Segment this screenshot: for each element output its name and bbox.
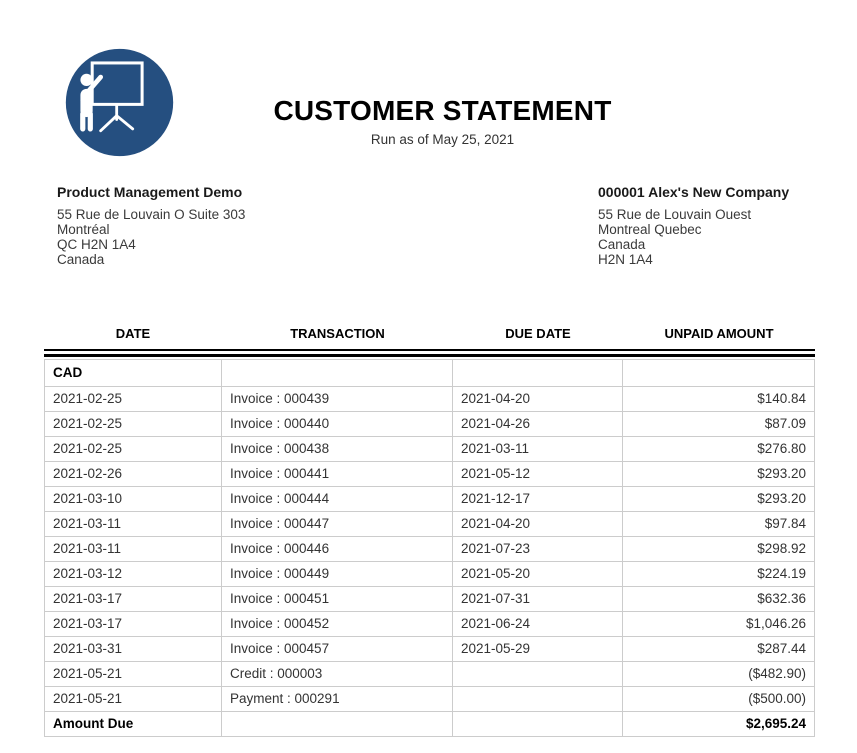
cell-due-date: 2021-03-11: [453, 437, 623, 462]
cell-unpaid-amount: $276.80: [623, 437, 815, 462]
sender-address-block: Product Management Demo 55 Rue de Louvai…: [57, 184, 357, 267]
column-header-due-date: DUE DATE: [453, 322, 623, 357]
cell-due-date: 2021-06-24: [453, 612, 623, 637]
table-row: 2021-02-25 Invoice : 000438 2021-03-11 $…: [44, 437, 815, 462]
cell-unpaid-amount: $298.92: [623, 537, 815, 562]
cell-date: 2021-05-21: [44, 662, 222, 687]
sender-address-line: QC H2N 1A4: [57, 237, 136, 252]
cell-transaction: Invoice : 000452: [222, 612, 453, 637]
recipient-address-block: 000001 Alex's New Company 55 Rue de Louv…: [598, 184, 838, 267]
table-row: 2021-02-26 Invoice : 000441 2021-05-12 $…: [44, 462, 815, 487]
run-date-line: Run as of May 25, 2021: [370, 132, 515, 147]
cell-unpaid-amount: $632.36: [623, 587, 815, 612]
cell-date: 2021-02-26: [44, 462, 222, 487]
cell-transaction: Invoice : 000451: [222, 587, 453, 612]
amount-due-label: Amount Due: [44, 712, 222, 737]
table-row: 2021-03-17 Invoice : 000451 2021-07-31 $…: [44, 587, 815, 612]
cell-date: 2021-03-31: [44, 637, 222, 662]
cell-transaction: Invoice : 000449: [222, 562, 453, 587]
cell-due-date: 2021-07-23: [453, 537, 623, 562]
currency-group-row: CAD: [44, 359, 815, 387]
cell-unpaid-amount: ($482.90): [623, 662, 815, 687]
recipient-address-line: H2N 1A4: [598, 252, 653, 267]
table-row: 2021-02-25 Invoice : 000439 2021-04-20 $…: [44, 387, 815, 412]
cell-unpaid-amount: $293.20: [623, 462, 815, 487]
amount-due-value: $2,695.24: [623, 712, 815, 737]
cell-transaction: Invoice : 000438: [222, 437, 453, 462]
company-logo: [63, 46, 176, 159]
cell-date: 2021-03-17: [44, 612, 222, 637]
empty-cell: [623, 359, 815, 387]
cell-transaction: Invoice : 000441: [222, 462, 453, 487]
cell-due-date: 2021-05-12: [453, 462, 623, 487]
recipient-address-line: Canada: [598, 237, 646, 252]
column-header-transaction: TRANSACTION: [222, 322, 453, 357]
empty-cell: [222, 359, 453, 387]
table-row: 2021-03-12 Invoice : 000449 2021-05-20 $…: [44, 562, 815, 587]
statement-table: DATE TRANSACTION DUE DATE UNPAID AMOUNT …: [44, 322, 815, 737]
table-row: 2021-02-25 Invoice : 000440 2021-04-26 $…: [44, 412, 815, 437]
cell-due-date: 2021-04-26: [453, 412, 623, 437]
cell-due-date: 2021-07-31: [453, 587, 623, 612]
cell-unpaid-amount: $1,046.26: [623, 612, 815, 637]
cell-due-date: [453, 687, 623, 712]
cell-due-date: 2021-12-17: [453, 487, 623, 512]
sender-address-line: Canada: [57, 252, 105, 267]
cell-unpaid-amount: $224.19: [623, 562, 815, 587]
table-row: 2021-05-21 Credit : 000003 ($482.90): [44, 662, 815, 687]
table-header-row: DATE TRANSACTION DUE DATE UNPAID AMOUNT: [44, 322, 815, 357]
cell-date: 2021-02-25: [44, 387, 222, 412]
cell-date: 2021-02-25: [44, 412, 222, 437]
cell-transaction: Invoice : 000446: [222, 537, 453, 562]
table-row: 2021-03-11 Invoice : 000447 2021-04-20 $…: [44, 512, 815, 537]
cell-transaction: Payment : 000291: [222, 687, 453, 712]
cell-date: 2021-02-25: [44, 437, 222, 462]
recipient-name: 000001 Alex's New Company: [598, 184, 790, 200]
currency-group-label: CAD: [44, 359, 222, 387]
cell-date: 2021-03-11: [44, 537, 222, 562]
cell-unpaid-amount: ($500.00): [623, 687, 815, 712]
cell-date: 2021-03-11: [44, 512, 222, 537]
cell-date: 2021-03-12: [44, 562, 222, 587]
table-row: 2021-03-11 Invoice : 000446 2021-07-23 $…: [44, 537, 815, 562]
recipient-address-line: 55 Rue de Louvain Ouest: [598, 207, 752, 222]
cell-transaction: Invoice : 000444: [222, 487, 453, 512]
cell-transaction: Invoice : 000447: [222, 512, 453, 537]
sender-name: Product Management Demo: [57, 184, 243, 200]
cell-due-date: [453, 662, 623, 687]
cell-transaction: Credit : 000003: [222, 662, 453, 687]
empty-cell: [222, 712, 453, 737]
cell-date: 2021-03-17: [44, 587, 222, 612]
cell-date: 2021-05-21: [44, 687, 222, 712]
cell-due-date: 2021-05-20: [453, 562, 623, 587]
sender-address-line: 55 Rue de Louvain O Suite 303: [57, 207, 246, 222]
cell-transaction: Invoice : 000440: [222, 412, 453, 437]
cell-unpaid-amount: $97.84: [623, 512, 815, 537]
cell-unpaid-amount: $140.84: [623, 387, 815, 412]
empty-cell: [453, 712, 623, 737]
page-title: CUSTOMER STATEMENT: [273, 95, 612, 126]
cell-unpaid-amount: $293.20: [623, 487, 815, 512]
amount-due-row: Amount Due $2,695.24: [44, 712, 815, 737]
table-row: 2021-03-10 Invoice : 000444 2021-12-17 $…: [44, 487, 815, 512]
cell-due-date: 2021-04-20: [453, 512, 623, 537]
presenter-at-board-icon: [65, 48, 174, 157]
cell-unpaid-amount: $287.44: [623, 637, 815, 662]
cell-transaction: Invoice : 000457: [222, 637, 453, 662]
empty-cell: [453, 359, 623, 387]
cell-due-date: 2021-04-20: [453, 387, 623, 412]
cell-date: 2021-03-10: [44, 487, 222, 512]
table-row: 2021-05-21 Payment : 000291 ($500.00): [44, 687, 815, 712]
table-row: 2021-03-31 Invoice : 000457 2021-05-29 $…: [44, 637, 815, 662]
recipient-address-line: Montreal Quebec: [598, 222, 702, 237]
cell-due-date: 2021-05-29: [453, 637, 623, 662]
table-row: 2021-03-17 Invoice : 000452 2021-06-24 $…: [44, 612, 815, 637]
column-header-date: DATE: [44, 322, 222, 357]
cell-unpaid-amount: $87.09: [623, 412, 815, 437]
title-block: CUSTOMER STATEMENT Run as of May 25, 202…: [28, 96, 857, 148]
cell-transaction: Invoice : 000439: [222, 387, 453, 412]
column-header-unpaid-amount: UNPAID AMOUNT: [623, 322, 815, 357]
sender-address-line: Montréal: [57, 222, 110, 237]
